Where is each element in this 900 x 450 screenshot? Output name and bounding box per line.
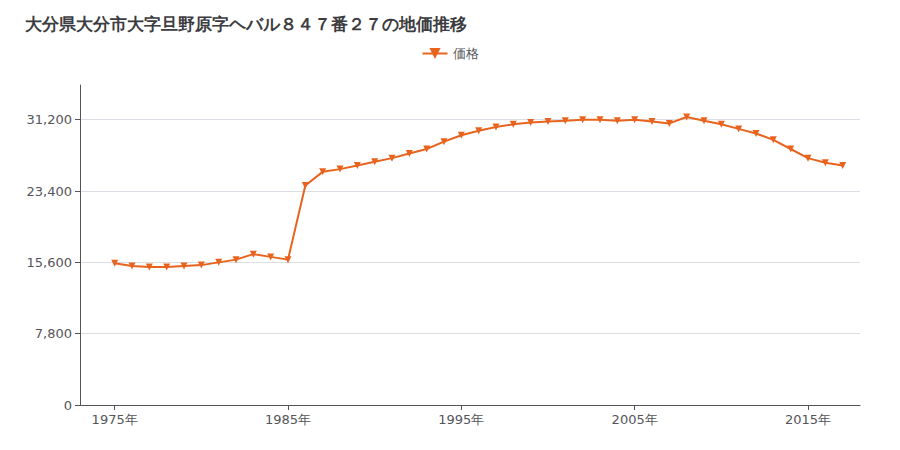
- svg-text:価格: 価格: [453, 46, 479, 61]
- svg-text:15,600: 15,600: [27, 255, 73, 270]
- svg-text:2015年: 2015年: [785, 412, 831, 427]
- svg-text:0: 0: [64, 398, 72, 413]
- svg-text:23,400: 23,400: [27, 184, 73, 199]
- svg-text:1995年: 1995年: [438, 412, 484, 427]
- svg-text:2005年: 2005年: [612, 412, 658, 427]
- svg-text:大分県大分市大字旦野原字ヘバル８４７番２７の地価推移: 大分県大分市大字旦野原字ヘバル８４７番２７の地価推移: [25, 14, 467, 34]
- svg-text:7,800: 7,800: [35, 326, 72, 341]
- svg-text:1985年: 1985年: [265, 412, 311, 427]
- svg-text:1975年: 1975年: [92, 412, 138, 427]
- svg-text:31,200: 31,200: [27, 112, 73, 127]
